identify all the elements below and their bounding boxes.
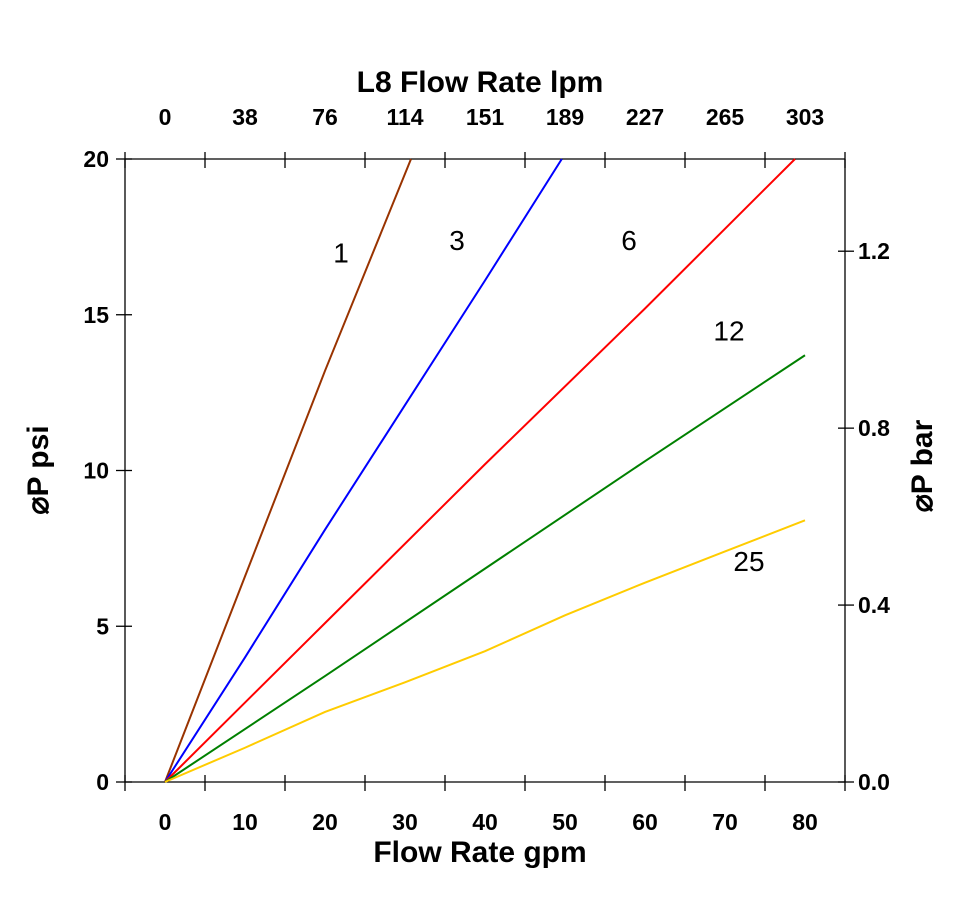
y-tick-label: 20 — [83, 146, 109, 172]
x-tick-label: 40 — [472, 809, 498, 835]
y2-tick-label: 0.8 — [858, 415, 890, 441]
x2-axis-title: L8 Flow Rate lpm — [357, 66, 604, 99]
x-tick-label: 60 — [632, 809, 658, 835]
x-tick-label: 80 — [792, 809, 818, 835]
x2-tick-label: 76 — [312, 104, 338, 130]
series-label-25: 25 — [733, 546, 764, 577]
series-line-1 — [164, 158, 412, 783]
series-label-3: 3 — [449, 225, 465, 256]
series-line-12 — [164, 354, 806, 783]
series-line-25 — [164, 519, 806, 783]
y-tick-label: 10 — [83, 458, 109, 484]
series-label-12: 12 — [713, 315, 744, 346]
series-labels: 1 3 6 12 25 — [333, 225, 764, 577]
x-tick-label: 0 — [159, 809, 172, 835]
series-line-3 — [164, 158, 563, 783]
x-tick-label: 10 — [232, 809, 258, 835]
x-tick-label: 20 — [312, 809, 338, 835]
x-tick-label: 30 — [392, 809, 418, 835]
y-axis-title: ⌀P psi — [22, 425, 55, 514]
series-lines — [164, 158, 806, 783]
series-label-6: 6 — [621, 225, 637, 256]
series-line-6 — [164, 158, 796, 783]
x2-tick-label: 227 — [626, 104, 664, 130]
x-tick-label: 50 — [552, 809, 578, 835]
x2-tick-label: 303 — [786, 104, 824, 130]
x2-tick-label: 114 — [386, 104, 423, 130]
y2-axis-title: ⌀P bar — [906, 419, 939, 512]
y-tick-label: 5 — [96, 613, 109, 639]
x2-tick-label: 189 — [546, 104, 584, 130]
series-label-1: 1 — [333, 237, 349, 268]
x-axis-title: Flow Rate gpm — [373, 836, 586, 869]
y-tick-label: 0 — [96, 769, 109, 795]
x2-tick-label: 38 — [232, 104, 258, 130]
x2-tick-label: 265 — [706, 104, 745, 130]
x2-tick-label: 0 — [159, 104, 172, 130]
x-tick-label: 70 — [712, 809, 738, 835]
axes: 0010382076301144015150189602277026580303… — [83, 104, 890, 835]
x2-tick-label: 151 — [466, 104, 505, 130]
y-tick-label: 15 — [83, 302, 109, 328]
y2-tick-label: 0.0 — [858, 769, 890, 795]
y2-tick-label: 1.2 — [858, 238, 890, 264]
y2-tick-label: 0.4 — [858, 592, 890, 618]
